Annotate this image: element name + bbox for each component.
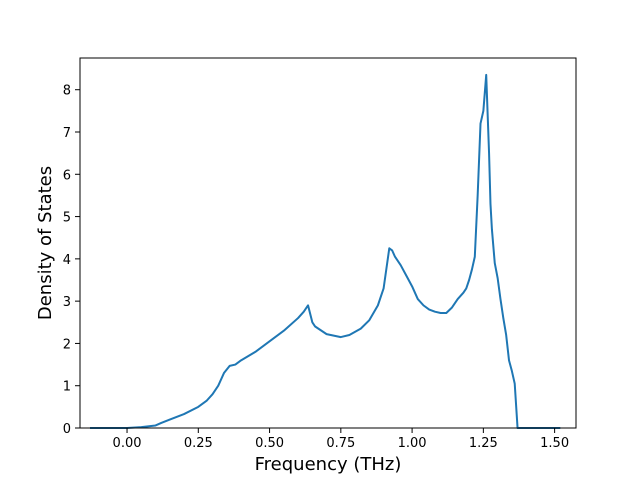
plot-area	[89, 73, 561, 429]
axes-frame	[79, 57, 577, 429]
x-tick-label: 1.50	[540, 436, 569, 451]
dos-series-line	[89, 73, 561, 429]
y-tick-label: 7	[63, 126, 71, 141]
x-tick-label: 1.00	[398, 436, 427, 451]
y-tick-label: 8	[63, 84, 71, 99]
y-tick-label: 5	[63, 211, 71, 226]
y-tick-label: 6	[63, 168, 71, 183]
x-tick-label: 0.75	[326, 436, 355, 451]
x-tick-label: 0.50	[255, 436, 284, 451]
x-tick-label: 0.00	[113, 436, 142, 451]
y-tick-label: 2	[63, 337, 71, 352]
x-axis-label: Frequency (THz)	[255, 454, 402, 475]
y-tick-label: 4	[63, 253, 71, 268]
y-axis: 0 1 2 3 4 5 6 7 8	[63, 84, 80, 437]
x-tick-label: 0.25	[184, 436, 213, 451]
y-tick-label: 1	[63, 380, 71, 395]
y-axis-label: Density of States	[35, 166, 56, 320]
x-tick-label: 1.25	[469, 436, 498, 451]
x-axis: 0.00 0.25 0.50 0.75 1.00 1.25 1.50	[113, 428, 569, 451]
y-tick-label: 0	[63, 422, 71, 437]
y-tick-label: 3	[63, 295, 71, 310]
